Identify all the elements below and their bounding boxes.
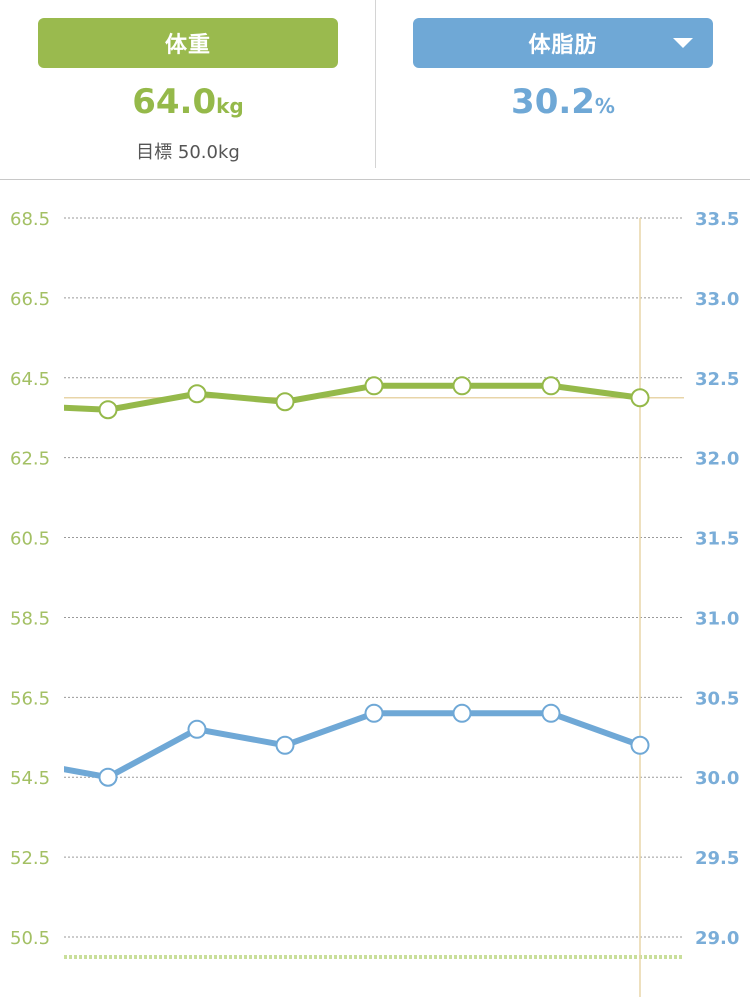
- left-axis-tick-label: 64.5: [10, 369, 50, 390]
- left-axis-tick-label: 50.5: [10, 928, 50, 949]
- weight-data-point: [452, 376, 472, 396]
- left-axis-tick-label: 68.5: [10, 209, 50, 230]
- right-axis-tick-label: 33.5: [695, 209, 739, 230]
- left-axis-tick-label: 58.5: [10, 608, 50, 629]
- fat-data-point: [630, 735, 650, 755]
- weight-unit: kg: [216, 94, 244, 118]
- chevron-down-icon: [673, 38, 693, 48]
- left-axis-tick-label: 56.5: [10, 688, 50, 709]
- body-fat-unit: %: [594, 94, 615, 118]
- weight-bodyfat-chart[interactable]: 68.5 33.5 66.5 33.0 64.5 32.5 62.5 32.0 60.5 31.5…: [0, 180, 750, 997]
- left-axis-tick-label: 62.5: [10, 449, 50, 470]
- left-axis-tick-label: 60.5: [10, 529, 50, 550]
- body-fat-value: 30.2%: [413, 82, 713, 122]
- fat-series-line: [64, 710, 642, 781]
- right-axis-tick-label: 30.0: [695, 768, 739, 789]
- right-axis-tick-label: 30.5: [695, 688, 739, 709]
- body-fat-tab-label: 体脂肪: [528, 33, 598, 58]
- fat-data-point: [187, 719, 207, 739]
- fat-data-point: [98, 767, 118, 787]
- weight-data-point: [275, 392, 295, 412]
- weight-data-point: [364, 376, 384, 396]
- fat-data-point: [541, 703, 561, 723]
- right-axis-tick-label: 31.0: [695, 608, 739, 629]
- right-axis-tick-label: 32.0: [695, 449, 739, 470]
- weight-data-point: [630, 388, 650, 408]
- right-axis-tick-label: 32.5: [695, 369, 739, 390]
- weight-data-point: [187, 384, 207, 404]
- header-divider: [375, 0, 376, 168]
- fat-data-point: [452, 703, 472, 723]
- right-axis-tick-label: 29.5: [695, 848, 739, 869]
- right-axis-tick-label: 29.0: [695, 928, 739, 949]
- left-axis-tick-label: 66.5: [10, 289, 50, 310]
- weight-tab-button[interactable]: 体重: [38, 18, 338, 68]
- fat-data-point: [275, 735, 295, 755]
- body-fat-number: 30.2: [511, 82, 595, 122]
- body-fat-dropdown-button[interactable]: 体脂肪: [413, 18, 713, 68]
- weight-value: 64.0kg: [38, 82, 338, 122]
- header-bottom-border: [0, 179, 750, 180]
- right-axis-tick-label: 31.5: [695, 529, 739, 550]
- weight-tab-label: 体重: [164, 33, 211, 58]
- weight-series-line: [64, 382, 641, 413]
- fat-data-point: [364, 703, 384, 723]
- right-axis-tick-label: 33.0: [695, 289, 739, 310]
- weight-data-point: [541, 376, 561, 396]
- summary-header: 体重 64.0kg 目標 50.0kg 体脂肪 30.2%: [0, 0, 750, 180]
- left-axis-tick-label: 52.5: [10, 848, 50, 869]
- goal-weight-text: 目標 50.0kg: [136, 142, 240, 163]
- weight-number: 64.0: [132, 82, 217, 122]
- weight-data-point: [98, 400, 118, 420]
- left-axis-tick-label: 54.5: [10, 768, 50, 789]
